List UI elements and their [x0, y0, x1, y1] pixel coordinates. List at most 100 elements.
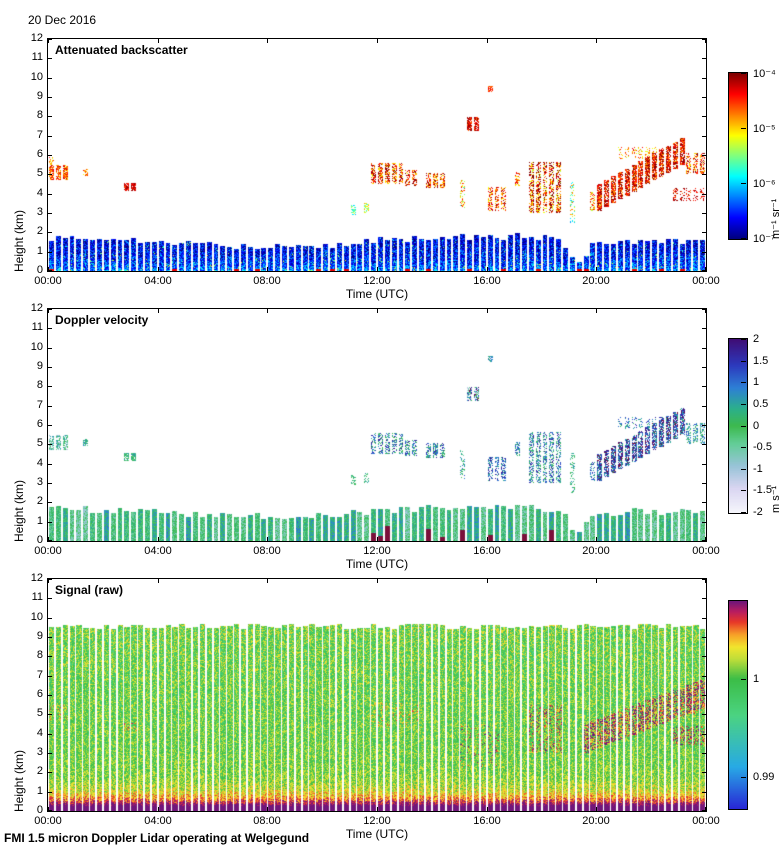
- y-tick-label: 11: [31, 591, 43, 603]
- colorbar-gradient: [729, 73, 747, 239]
- y-tick-label: 9: [36, 90, 43, 102]
- y-tick-label: 12: [30, 302, 43, 314]
- y-tick-mark: [48, 579, 52, 580]
- panel-attenuated-backscatter: Height (km) Attenuated backscatter 00:00…: [0, 32, 780, 338]
- y-tick-label: 7: [36, 669, 43, 681]
- y-tick-mark: [702, 309, 706, 310]
- y-tick-mark: [48, 540, 52, 541]
- y-tick-label: 2: [36, 225, 43, 237]
- colorbar-tick-mark: [741, 512, 746, 513]
- y-tick-label: 9: [36, 360, 43, 372]
- y-tick-mark: [48, 464, 52, 465]
- y-tick-label: 0: [36, 264, 43, 276]
- y-tick-label: 6: [36, 418, 43, 430]
- y-tick-label: 4: [36, 187, 43, 199]
- y-tick-mark: [48, 522, 52, 523]
- y-tick-mark: [48, 386, 52, 387]
- y-tick-label: 7: [36, 399, 43, 411]
- x-tick-mark: [705, 309, 706, 313]
- y-tick-mark: [48, 328, 52, 329]
- colorbar-tick-label: 1: [753, 376, 760, 388]
- colorbar-tick-label: 0.5: [753, 398, 769, 410]
- x-tick-mark: [158, 579, 159, 583]
- colorbar-tick-label: 0: [753, 420, 760, 432]
- x-tick-mark: [48, 39, 49, 43]
- x-tick-mark: [487, 267, 488, 271]
- y-tick-mark: [48, 155, 52, 156]
- panel-title: Doppler velocity: [55, 313, 149, 327]
- x-tick-mark: [705, 39, 706, 43]
- colorbar-tick-label: 1: [753, 673, 760, 685]
- plot-area-signal-raw: Signal (raw) 00:00 04:00 08:00 12:00 16:00 20…: [31, 572, 720, 827]
- y-tick-label: 8: [36, 109, 43, 121]
- y-tick-mark: [48, 656, 52, 657]
- x-tick-label: 12:00: [363, 275, 391, 287]
- colorbar-tick-label: -1: [753, 463, 763, 475]
- x-tick-mark: [487, 39, 488, 43]
- x-tick-mark: [487, 579, 488, 583]
- y-tick-mark: [48, 270, 52, 271]
- x-tick-mark: [377, 579, 378, 583]
- x-tick-mark: [267, 309, 268, 313]
- y-tick-label: 0: [36, 804, 43, 816]
- x-tick-mark: [705, 537, 706, 541]
- y-tick-label: 3: [36, 476, 43, 488]
- y-tick-mark: [48, 676, 52, 677]
- y-tick-mark: [48, 772, 52, 773]
- y-tick-mark: [48, 502, 52, 503]
- colorbar-tick-mark: [741, 128, 746, 129]
- y-tick-mark: [702, 444, 706, 445]
- colorbar-tick-mark: [741, 382, 746, 383]
- y-tick-label: 11: [31, 51, 43, 63]
- y-tick-mark: [48, 810, 52, 811]
- x-tick-label: 16:00: [473, 545, 501, 557]
- y-tick-mark: [702, 116, 706, 117]
- x-tick-mark: [267, 579, 268, 583]
- y-tick-mark: [48, 792, 52, 793]
- y-tick-label: 3: [36, 746, 43, 758]
- colorbar-tick-label: 2: [753, 333, 760, 345]
- y-tick-mark: [48, 425, 52, 426]
- y-tick-mark: [702, 618, 706, 619]
- y-tick-mark: [48, 213, 52, 214]
- x-tick-label: 04:00: [144, 815, 172, 827]
- x-tick-label: 12:00: [363, 815, 391, 827]
- y-tick-mark: [48, 483, 52, 484]
- y-tick-mark: [702, 367, 706, 368]
- x-tick-mark: [596, 267, 597, 271]
- x-tick-mark: [377, 807, 378, 811]
- y-tick-mark: [48, 97, 52, 98]
- y-tick-mark: [702, 348, 706, 349]
- y-tick-label: 10: [30, 611, 43, 623]
- y-tick-mark: [48, 232, 52, 233]
- x-axis-label: Time (UTC): [345, 287, 409, 301]
- y-tick-mark: [48, 406, 52, 407]
- y-tick-mark: [702, 270, 706, 271]
- y-tick-label: 4: [36, 727, 43, 739]
- y-tick-mark: [48, 695, 52, 696]
- y-tick-mark: [702, 579, 706, 580]
- velocity-heatmap-canvas: [48, 309, 706, 541]
- colorbar-tick-label: 10⁻⁷: [753, 233, 776, 245]
- y-tick-mark: [702, 136, 706, 137]
- x-tick-mark: [596, 39, 597, 43]
- y-tick-mark: [48, 136, 52, 137]
- y-tick-label: 12: [30, 572, 43, 584]
- x-tick-label: 00:00: [34, 815, 62, 827]
- y-tick-label: 6: [36, 688, 43, 700]
- y-tick-mark: [702, 502, 706, 503]
- colorbar-signal: 1 0.99: [728, 600, 774, 810]
- panel-title: Attenuated backscatter: [55, 43, 188, 57]
- y-tick-mark: [702, 155, 706, 156]
- x-tick-mark: [267, 537, 268, 541]
- y-tick-mark: [702, 194, 706, 195]
- y-tick-mark: [48, 78, 52, 79]
- colorbar-tick-mark: [741, 490, 746, 491]
- x-tick-mark: [377, 39, 378, 43]
- x-tick-mark: [596, 309, 597, 313]
- x-tick-mark: [487, 537, 488, 541]
- x-tick-mark: [267, 267, 268, 271]
- y-tick-mark: [702, 464, 706, 465]
- y-tick-mark: [48, 252, 52, 253]
- panel-doppler-velocity: Height (km) Doppler velocity 00:00 04:00 0…: [0, 302, 780, 608]
